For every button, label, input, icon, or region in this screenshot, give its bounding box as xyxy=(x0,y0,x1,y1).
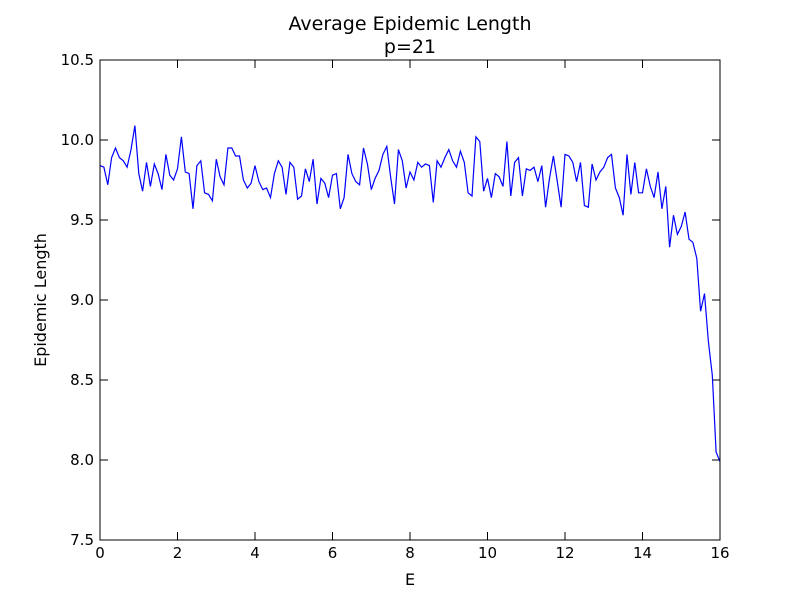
x-tick-label: 14 xyxy=(633,544,652,562)
y-tick-label: 9.0 xyxy=(70,291,94,309)
y-axis-label: Epidemic Length xyxy=(31,233,50,367)
x-axis-label: E xyxy=(405,570,415,589)
y-tick-label: 10.0 xyxy=(61,131,94,149)
series-line xyxy=(99,125,721,462)
y-tick-label: 9.5 xyxy=(70,211,94,229)
plot-frame xyxy=(99,59,721,541)
y-tick-label: 7.5 xyxy=(70,531,94,549)
chart-title: Average Epidemic Length xyxy=(289,13,532,35)
y-tick-label: 8.5 xyxy=(70,371,94,389)
x-tick-label: 12 xyxy=(555,544,574,562)
x-tick-label: 8 xyxy=(405,544,415,562)
y-tick-label: 8.0 xyxy=(70,451,94,469)
series-layer xyxy=(99,125,721,462)
x-tick-label: 2 xyxy=(173,544,183,562)
x-tick-label: 10 xyxy=(478,544,497,562)
x-tick-label: 6 xyxy=(328,544,338,562)
x-tick-label: 0 xyxy=(95,544,105,562)
tick-labels: 0 2 4 6 8 10 12 14 16 7.5 8.0 8.5 9.0 9.5 10.0 10.5 xyxy=(61,51,730,562)
x-tick-label: 4 xyxy=(250,544,260,562)
chart-subtitle: p=21 xyxy=(384,36,436,58)
y-tick-label: 10.5 xyxy=(61,51,94,69)
x-tick-label: 16 xyxy=(710,544,729,562)
